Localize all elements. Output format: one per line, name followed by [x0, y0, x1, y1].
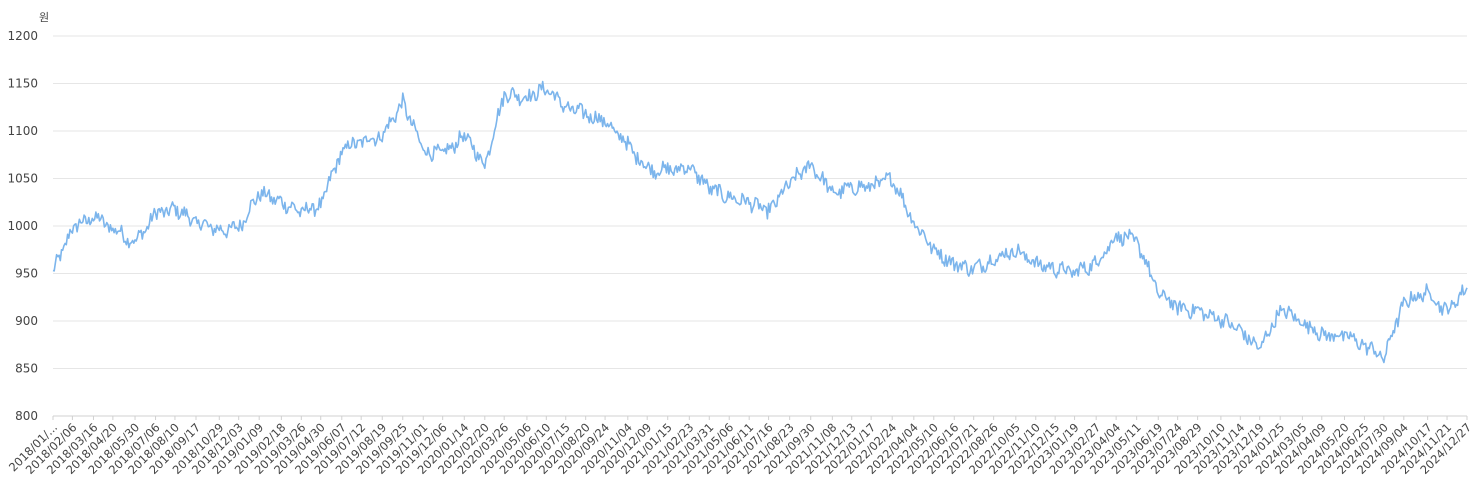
- data-point[interactable]: [1257, 347, 1263, 353]
- data-point[interactable]: [400, 100, 406, 106]
- data-point[interactable]: [69, 225, 75, 231]
- data-point[interactable]: [726, 195, 732, 201]
- data-point[interactable]: [358, 138, 364, 144]
- data-point[interactable]: [379, 133, 385, 139]
- data-point[interactable]: [501, 90, 507, 96]
- data-point[interactable]: [90, 214, 96, 220]
- data-point[interactable]: [563, 104, 569, 110]
- data-point[interactable]: [849, 185, 855, 191]
- data-point[interactable]: [1195, 309, 1201, 315]
- y-axis-ticks: 800 850 900 950 1000 1050 1100 1150 1200: [7, 29, 38, 423]
- x-axis-ticks: 2018/01/...2018/02/062018/03/162018/04/2…: [6, 416, 1474, 477]
- data-point[interactable]: [686, 164, 692, 170]
- data-point[interactable]: [665, 168, 671, 174]
- data-point[interactable]: [256, 190, 262, 196]
- data-point[interactable]: [931, 247, 937, 253]
- data-point[interactable]: [829, 190, 835, 196]
- grid-lines: [53, 35, 1467, 417]
- data-point[interactable]: [808, 161, 814, 167]
- data-point[interactable]: [110, 225, 116, 231]
- data-point[interactable]: [172, 206, 178, 212]
- data-point[interactable]: [602, 119, 608, 125]
- data-point[interactable]: [524, 95, 530, 101]
- data-point[interactable]: [868, 183, 874, 189]
- data-point[interactable]: [1381, 354, 1387, 360]
- data-point[interactable]: [787, 180, 793, 186]
- y-tick-label: 1200: [7, 29, 38, 43]
- data-point[interactable]: [318, 202, 324, 208]
- y-tick-label: 1050: [7, 172, 38, 186]
- data-point[interactable]: [889, 176, 895, 182]
- y-tick-label: 800: [15, 409, 38, 423]
- data-point[interactable]: [1013, 247, 1019, 253]
- data-point[interactable]: [1277, 307, 1283, 313]
- data-point[interactable]: [1052, 266, 1058, 272]
- data-point[interactable]: [1425, 290, 1431, 296]
- data-point[interactable]: [153, 212, 159, 218]
- y-tick-label: 950: [15, 267, 38, 281]
- data-point[interactable]: [543, 85, 549, 91]
- data-point[interactable]: [1319, 332, 1325, 338]
- data-point[interactable]: [132, 240, 138, 246]
- data-point[interactable]: [482, 161, 488, 167]
- data-point[interactable]: [1444, 309, 1450, 315]
- data-point[interactable]: [1342, 332, 1348, 338]
- data-point[interactable]: [746, 199, 752, 205]
- data-point[interactable]: [216, 228, 222, 234]
- data-point[interactable]: [50, 270, 56, 276]
- data-point[interactable]: [1033, 261, 1039, 267]
- data-point[interactable]: [339, 147, 345, 153]
- data-point[interactable]: [911, 218, 917, 224]
- data-point[interactable]: [1361, 342, 1367, 348]
- data-point[interactable]: [1134, 237, 1140, 243]
- data-point[interactable]: [1237, 328, 1243, 334]
- data-point[interactable]: [278, 199, 284, 205]
- data-point[interactable]: [1072, 269, 1078, 275]
- data-point[interactable]: [766, 209, 772, 215]
- data-point[interactable]: [1155, 290, 1161, 296]
- data-point[interactable]: [1299, 318, 1305, 324]
- y-tick-label: 900: [15, 314, 38, 328]
- data-point[interactable]: [706, 185, 712, 191]
- y-unit-label: 원: [39, 11, 49, 24]
- data-point[interactable]: [1113, 233, 1119, 239]
- data-point[interactable]: [1464, 285, 1470, 291]
- y-tick-label: 850: [15, 362, 38, 376]
- data-point[interactable]: [461, 133, 467, 139]
- y-tick-label: 1150: [7, 77, 38, 91]
- data-point[interactable]: [440, 152, 446, 158]
- series-layer: [50, 80, 1470, 364]
- y-tick-label: 1100: [7, 124, 38, 138]
- data-point[interactable]: [193, 218, 199, 224]
- data-point[interactable]: [1401, 299, 1407, 305]
- data-point[interactable]: [1175, 304, 1181, 310]
- data-point[interactable]: [625, 142, 631, 148]
- data-point[interactable]: [298, 209, 304, 215]
- data-point[interactable]: [951, 261, 957, 267]
- data-point[interactable]: [583, 111, 589, 117]
- data-point[interactable]: [1218, 316, 1224, 322]
- data-point[interactable]: [991, 256, 997, 262]
- y-tick-label: 1000: [7, 219, 38, 233]
- series-line: [52, 80, 1468, 364]
- data-point[interactable]: [644, 166, 650, 172]
- data-point[interactable]: [236, 225, 242, 231]
- data-point[interactable]: [420, 147, 426, 153]
- data-point[interactable]: [1093, 261, 1099, 267]
- data-point[interactable]: [971, 266, 977, 272]
